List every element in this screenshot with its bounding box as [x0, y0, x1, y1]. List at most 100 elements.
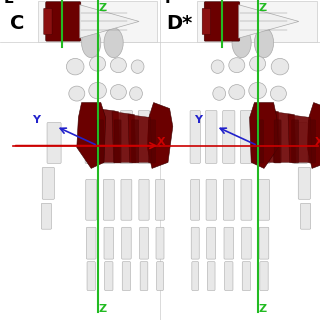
Polygon shape	[128, 115, 152, 163]
FancyBboxPatch shape	[103, 180, 114, 220]
FancyBboxPatch shape	[42, 167, 54, 199]
FancyBboxPatch shape	[87, 262, 95, 291]
Text: Z: Z	[258, 304, 267, 314]
Ellipse shape	[104, 28, 123, 58]
FancyBboxPatch shape	[104, 227, 114, 259]
Ellipse shape	[110, 84, 126, 100]
Text: X: X	[315, 137, 320, 147]
Bar	[38, 1, 157, 42]
FancyBboxPatch shape	[140, 227, 148, 259]
FancyBboxPatch shape	[85, 111, 97, 163]
FancyBboxPatch shape	[293, 123, 308, 163]
FancyBboxPatch shape	[105, 262, 113, 291]
FancyBboxPatch shape	[44, 8, 52, 35]
Text: D*: D*	[166, 14, 193, 33]
FancyBboxPatch shape	[190, 111, 200, 163]
Ellipse shape	[249, 82, 267, 99]
Text: Y: Y	[32, 115, 40, 125]
FancyBboxPatch shape	[298, 167, 310, 199]
FancyBboxPatch shape	[204, 2, 240, 41]
FancyBboxPatch shape	[206, 180, 216, 220]
FancyBboxPatch shape	[240, 111, 252, 163]
FancyBboxPatch shape	[148, 120, 156, 163]
Ellipse shape	[250, 56, 266, 71]
Ellipse shape	[229, 58, 245, 73]
FancyBboxPatch shape	[140, 262, 148, 291]
FancyBboxPatch shape	[308, 120, 316, 163]
FancyBboxPatch shape	[259, 180, 269, 220]
Text: Z: Z	[98, 304, 107, 314]
Text: F*: F*	[165, 0, 183, 5]
FancyBboxPatch shape	[120, 111, 132, 163]
FancyBboxPatch shape	[224, 227, 234, 259]
FancyBboxPatch shape	[241, 180, 252, 220]
Polygon shape	[77, 102, 106, 168]
FancyBboxPatch shape	[122, 262, 131, 291]
FancyBboxPatch shape	[258, 111, 270, 163]
FancyBboxPatch shape	[121, 180, 132, 220]
FancyBboxPatch shape	[191, 227, 199, 259]
FancyBboxPatch shape	[260, 262, 268, 291]
FancyBboxPatch shape	[225, 262, 233, 291]
Polygon shape	[250, 102, 278, 168]
FancyBboxPatch shape	[156, 227, 164, 259]
Polygon shape	[147, 102, 173, 168]
Ellipse shape	[89, 82, 106, 99]
Text: E: E	[3, 0, 13, 5]
Ellipse shape	[213, 87, 226, 100]
FancyBboxPatch shape	[86, 180, 97, 220]
Ellipse shape	[67, 59, 84, 75]
FancyBboxPatch shape	[257, 120, 264, 163]
FancyBboxPatch shape	[202, 8, 211, 35]
Ellipse shape	[110, 58, 126, 73]
FancyBboxPatch shape	[86, 227, 96, 259]
Polygon shape	[80, 5, 139, 38]
Polygon shape	[112, 112, 136, 163]
Polygon shape	[272, 112, 296, 163]
Ellipse shape	[69, 86, 85, 101]
FancyBboxPatch shape	[259, 227, 269, 259]
FancyBboxPatch shape	[192, 262, 199, 291]
Ellipse shape	[271, 59, 289, 75]
Ellipse shape	[254, 28, 274, 58]
Ellipse shape	[211, 60, 224, 73]
FancyBboxPatch shape	[207, 262, 215, 291]
Text: X: X	[157, 137, 165, 147]
FancyBboxPatch shape	[205, 111, 217, 163]
FancyBboxPatch shape	[300, 203, 311, 229]
Polygon shape	[239, 5, 299, 38]
Ellipse shape	[90, 56, 106, 71]
Polygon shape	[98, 108, 120, 163]
FancyBboxPatch shape	[157, 262, 163, 291]
FancyBboxPatch shape	[114, 120, 121, 163]
FancyBboxPatch shape	[138, 111, 150, 163]
Ellipse shape	[130, 87, 142, 100]
FancyBboxPatch shape	[223, 111, 235, 163]
Polygon shape	[307, 102, 320, 168]
Ellipse shape	[270, 86, 286, 101]
FancyBboxPatch shape	[274, 120, 281, 163]
FancyBboxPatch shape	[103, 111, 115, 163]
FancyBboxPatch shape	[139, 180, 149, 220]
FancyBboxPatch shape	[46, 2, 81, 41]
Text: C: C	[10, 14, 24, 33]
FancyBboxPatch shape	[191, 180, 200, 220]
FancyBboxPatch shape	[292, 120, 299, 163]
Bar	[197, 1, 317, 42]
FancyBboxPatch shape	[41, 203, 52, 229]
Ellipse shape	[82, 28, 101, 58]
Ellipse shape	[232, 28, 251, 58]
Text: Z: Z	[98, 3, 107, 13]
Polygon shape	[258, 108, 280, 163]
FancyBboxPatch shape	[223, 180, 234, 220]
FancyBboxPatch shape	[156, 180, 164, 220]
FancyBboxPatch shape	[242, 227, 251, 259]
Text: Z: Z	[258, 3, 267, 13]
Ellipse shape	[131, 60, 144, 73]
FancyBboxPatch shape	[122, 227, 131, 259]
FancyBboxPatch shape	[132, 120, 139, 163]
Text: Y: Y	[194, 115, 202, 125]
FancyBboxPatch shape	[242, 262, 251, 291]
FancyBboxPatch shape	[47, 123, 61, 163]
Ellipse shape	[229, 84, 245, 100]
